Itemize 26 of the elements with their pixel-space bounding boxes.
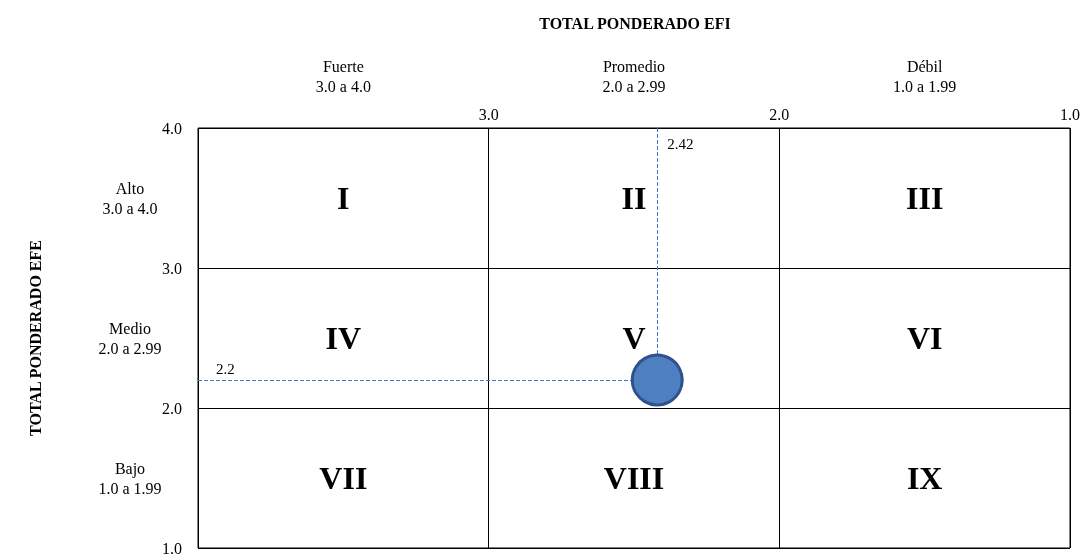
annotation: IV: [325, 320, 362, 356]
annotation: I: [337, 180, 350, 216]
chart-title: TOTAL PONDERADO EFI: [539, 14, 731, 32]
annotation: III: [905, 180, 944, 216]
text: Promedio 2.0 a 2.99: [602, 57, 666, 95]
text: TOTAL PONDERADO EFE: [26, 240, 44, 436]
text: Medio 2.0 a 2.99: [98, 319, 162, 357]
y-tick-label: 1.0: [162, 539, 182, 557]
x-tick-label: 3.0: [478, 105, 499, 123]
y-tick-label: 3.0: [162, 259, 182, 277]
y-tick-label: 4.0: [162, 119, 182, 137]
annotation: II: [621, 180, 647, 216]
text: Bajo 1.0 a 1.99: [98, 459, 162, 497]
x-tick-label: 2.0: [769, 105, 790, 123]
ref-line-label: 2.42: [667, 135, 694, 152]
y-tick-label: 2.0: [162, 399, 182, 417]
annotation: VIII: [603, 460, 665, 496]
annotation: VII: [319, 460, 368, 496]
annotation: VI: [906, 320, 943, 356]
annotation: V: [622, 320, 646, 356]
text: Fuerte 3.0 a 4.0: [315, 57, 371, 95]
text: Débil 1.0 a 1.99: [893, 57, 957, 95]
x-tick-label: 1.0: [1060, 105, 1080, 123]
text: Alto 3.0 a 4.0: [102, 179, 158, 217]
ref-line-label: 2.2: [216, 360, 235, 377]
annotation: IX: [906, 460, 943, 496]
